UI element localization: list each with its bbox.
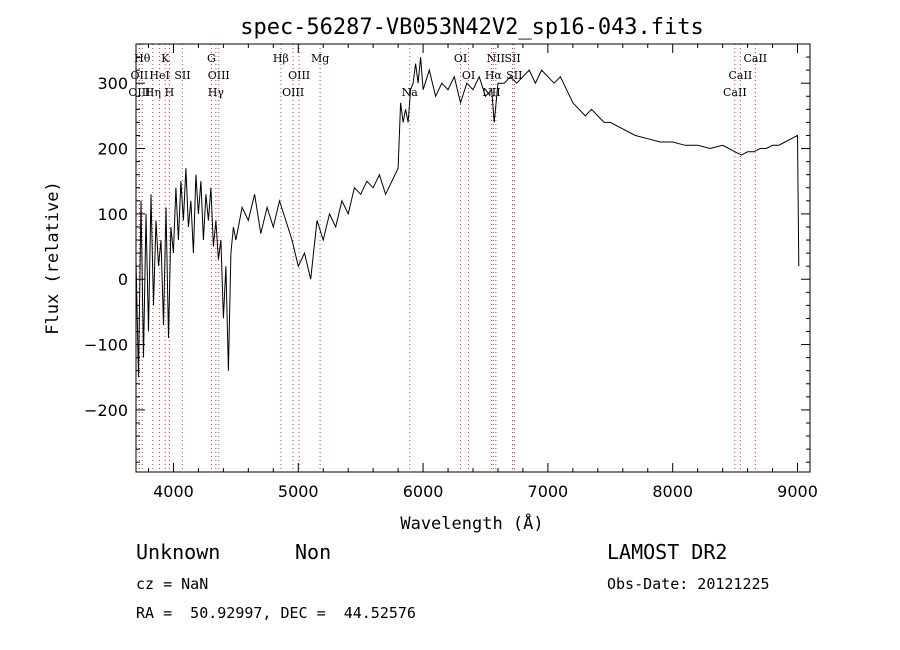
y-tick-label: 0 xyxy=(118,270,128,289)
line-marker-label: G xyxy=(207,52,216,65)
x-tick-label: 4000 xyxy=(153,482,194,501)
line-marker-label: SII xyxy=(504,52,520,65)
x-tick-label: 8000 xyxy=(652,482,693,501)
line-marker-label: CaII xyxy=(723,86,747,99)
survey-name: LAMOST DR2 xyxy=(607,540,728,564)
chart-title: spec-56287-VB053N42V2_sp16-043.fits xyxy=(240,15,704,40)
line-marker-label: Hβ xyxy=(273,52,289,65)
line-marker-label: OI xyxy=(454,52,467,65)
coordinates: RA = 50.92997, DEC = 44.52576 xyxy=(136,604,416,622)
line-marker-label: OIII xyxy=(288,69,310,82)
spectral-subclass: Non xyxy=(295,540,332,564)
line-marker-label: SII xyxy=(506,69,522,82)
line-marker-label: OIII xyxy=(128,86,150,99)
plot-frame xyxy=(135,43,811,473)
y-tick-label: −200 xyxy=(84,401,128,420)
redshift-cz: cz = NaN xyxy=(136,575,209,593)
line-marker-label: NII xyxy=(487,52,505,65)
x-tick-label: 7000 xyxy=(528,482,569,501)
y-tick-label: 200 xyxy=(97,140,128,159)
line-marker-label: Mg xyxy=(311,52,329,65)
observation-date: Obs-Date: 20121225 xyxy=(607,575,770,593)
line-marker-label: Hα xyxy=(485,69,503,82)
line-marker-label: HeI xyxy=(149,69,169,82)
line-marker-label: H xyxy=(165,86,175,99)
line-marker-label: OIII xyxy=(282,86,304,99)
x-tick-label: 9000 xyxy=(777,482,818,501)
line-marker-label: Hη xyxy=(145,86,161,99)
x-tick-label: 5000 xyxy=(278,482,319,501)
line-marker-label: OII xyxy=(131,69,149,82)
line-marker-label: K xyxy=(161,52,170,65)
line-marker-label: Hθ xyxy=(134,52,151,65)
y-tick-label: −100 xyxy=(84,336,128,355)
y-axis: −200 −100 0 100 200 300 xyxy=(84,56,810,463)
spectral-class: Unknown xyxy=(136,540,221,564)
line-marker-label: Hγ xyxy=(208,86,225,99)
y-tick-label: 100 xyxy=(97,205,128,224)
line-marker-label: CaII xyxy=(729,69,753,82)
y-tick-label: 300 xyxy=(97,74,128,93)
line-marker-label: CaII xyxy=(743,52,767,65)
line-marker-label: SII xyxy=(174,69,190,82)
x-axis-label: Wavelength (Å) xyxy=(400,512,543,534)
x-axis: 4000 5000 6000 7000 8000 9000 xyxy=(147,44,818,501)
spectrum-line xyxy=(135,57,800,378)
line-marker-label: OI xyxy=(462,69,475,82)
y-axis-label: Flux (relative) xyxy=(43,181,63,335)
x-tick-label: 6000 xyxy=(403,482,444,501)
line-marker-label: OIII xyxy=(208,69,230,82)
